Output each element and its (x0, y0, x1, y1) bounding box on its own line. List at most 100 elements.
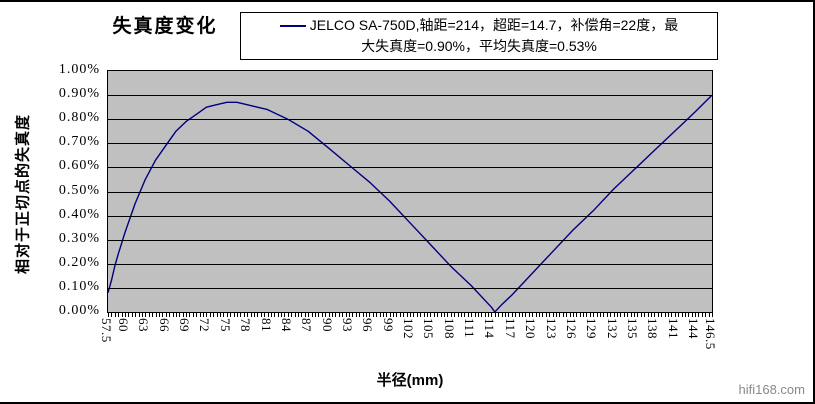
x-tick-mark (192, 313, 194, 317)
curve-layer (108, 94, 712, 312)
x-tick-mark (467, 313, 469, 317)
x-tick-mark (220, 313, 221, 317)
legend: JELCO SA-750D,轴距=214，超距=14.7，补偿角=22度，最 大… (240, 12, 718, 60)
x-tick-mark (617, 313, 618, 317)
x-tick-mark (593, 313, 595, 317)
y-tick-label: 0.00% (58, 303, 100, 318)
x-tick-mark (562, 313, 564, 317)
x-tick-mark (141, 313, 143, 317)
x-tick-mark (250, 313, 252, 317)
x-tick-label: 75 (217, 318, 233, 332)
x-tick-mark (576, 313, 578, 317)
x-tick-mark (165, 313, 167, 317)
x-tick-label: 93 (339, 318, 355, 332)
x-tick-mark (179, 313, 181, 317)
x-tick-mark (321, 313, 323, 317)
x-tick-mark (182, 313, 184, 317)
x-tick-mark (606, 313, 608, 317)
x-tick-label: 87 (299, 318, 315, 332)
x-tick-mark (596, 313, 598, 317)
x-tick-mark (345, 313, 347, 317)
x-tick-mark (342, 313, 344, 317)
x-tick-mark (260, 313, 262, 317)
x-tick-label: 132 (604, 318, 620, 339)
x-tick-mark (352, 313, 354, 317)
x-tick-mark (450, 313, 452, 317)
x-tick-mark (274, 313, 276, 317)
x-tick-mark (376, 313, 378, 317)
x-tick-mark (545, 313, 547, 317)
x-tick-mark (304, 313, 306, 317)
x-tick-mark (501, 313, 503, 317)
x-tick-mark (301, 313, 303, 317)
x-tick-label: 141 (665, 318, 681, 339)
x-tick-label: 102 (401, 318, 416, 339)
x-tick-mark (559, 313, 561, 317)
x-tick-mark (474, 313, 476, 317)
x-tick-mark (230, 313, 232, 317)
x-tick-mark (148, 313, 150, 317)
x-tick-mark (325, 313, 327, 317)
x-tick-mark (464, 313, 466, 317)
x-tick-mark (542, 313, 544, 317)
x-tick-mark (236, 313, 238, 317)
x-tick-mark (681, 313, 683, 317)
x-tick-mark (403, 313, 405, 317)
x-tick-label: 78 (238, 318, 254, 332)
x-tick-label: 60 (116, 318, 131, 332)
x-tick-mark (203, 313, 204, 317)
y-tick-label: 0.10% (58, 278, 100, 294)
x-tick-mark (359, 313, 361, 317)
x-tick-mark (152, 313, 154, 317)
x-tick-mark (708, 313, 710, 317)
x-tick-mark (566, 313, 568, 317)
x-tick-mark (233, 313, 235, 317)
x-tick-mark (121, 313, 123, 317)
x-tick-mark (223, 313, 225, 317)
x-tick-mark (610, 313, 612, 317)
x-tick-mark (315, 313, 316, 317)
x-tick-mark (420, 313, 422, 317)
y-axis-title: 相对于正切点的失真度 (14, 113, 32, 275)
x-tick-mark (698, 313, 700, 317)
x-tick-mark (518, 313, 520, 317)
x-tick-mark (555, 313, 557, 317)
series-line-icon (279, 24, 306, 27)
gridline (108, 239, 712, 241)
x-tick-mark (549, 313, 551, 317)
x-tick-mark (247, 313, 249, 317)
x-tick-mark (511, 313, 513, 317)
x-tick-mark (389, 313, 391, 317)
x-tick-mark (494, 313, 496, 317)
x-tick-label: 123 (543, 318, 559, 339)
x-tick-mark (287, 313, 289, 317)
x-tick-mark (308, 313, 310, 317)
x-tick-mark (196, 313, 198, 317)
x-tick-mark (294, 313, 296, 317)
x-tick-mark (172, 313, 174, 317)
gridline (108, 119, 712, 121)
legend-entry: JELCO SA-750D,轴距=214，超距=14.7，补偿角=22度，最 (279, 15, 678, 36)
x-axis-ticks (0, 313, 813, 318)
x-tick-mark (630, 313, 632, 317)
x-tick-label: 81 (258, 318, 274, 332)
x-tick-mark (284, 313, 286, 317)
gridline (108, 287, 712, 289)
x-tick-mark (216, 313, 218, 317)
x-tick-mark (382, 313, 384, 317)
y-tick-label: 0.40% (58, 206, 100, 222)
watermark: hifi168.com (738, 382, 805, 397)
x-tick-label: 90 (319, 318, 335, 332)
x-tick-mark (145, 313, 147, 317)
x-tick-mark (226, 313, 228, 317)
x-tick-mark (538, 313, 540, 317)
x-tick-mark (379, 313, 381, 317)
x-tick-mark (569, 313, 571, 317)
x-tick-mark (369, 313, 371, 317)
x-tick-mark (688, 313, 690, 317)
x-tick-mark (291, 313, 293, 317)
x-tick-mark (684, 313, 686, 317)
x-tick-mark (572, 313, 574, 317)
x-tick-mark (332, 313, 333, 317)
y-tick-label: 0.90% (58, 86, 100, 102)
